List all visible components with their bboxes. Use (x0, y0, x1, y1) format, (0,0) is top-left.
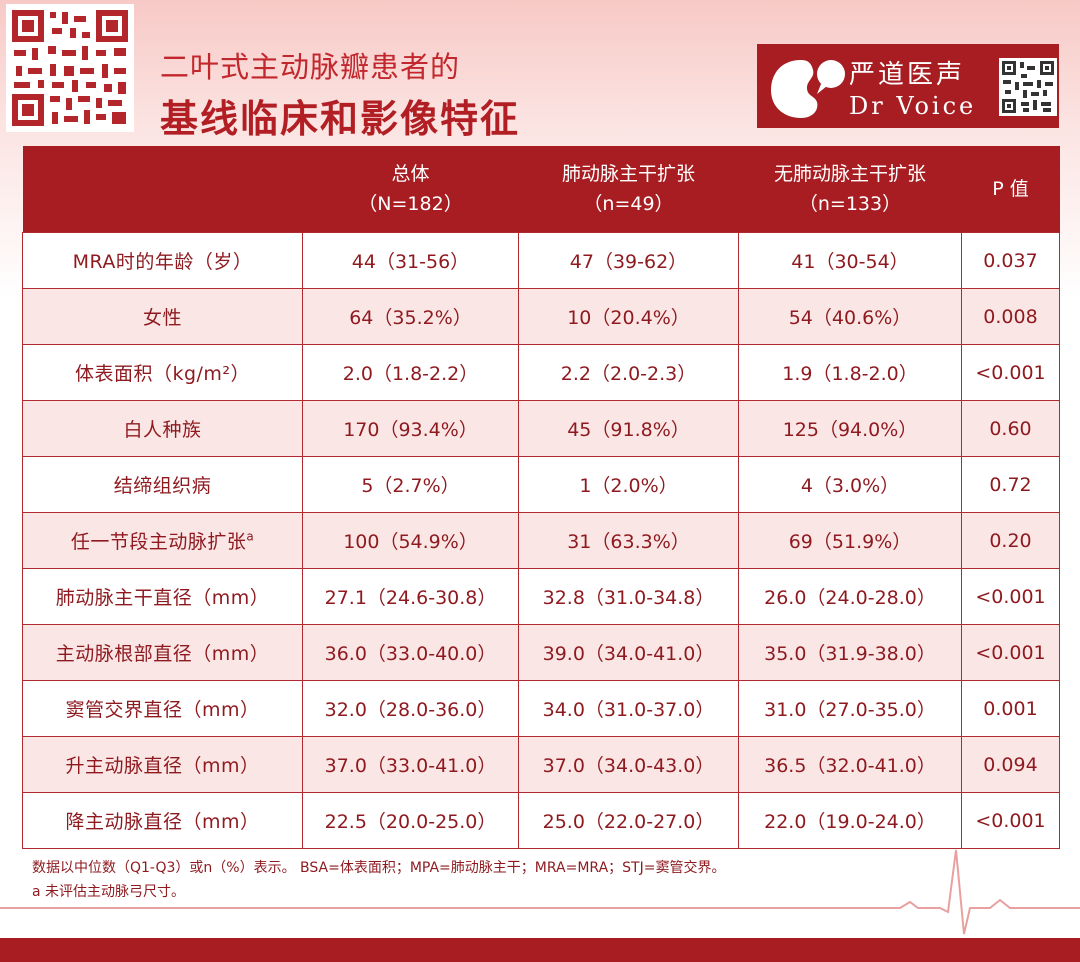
cell-overall: 100（54.9%） (302, 512, 519, 569)
cell-p-value: <0.001 (961, 344, 1060, 401)
table-row: 主动脉根部直径（mm） 36.0（33.0-40.0） 39.0（34.0-41… (22, 624, 1060, 681)
cell-dilated: 10（20.4%） (518, 288, 739, 345)
cell-overall: 36.0（33.0-40.0） (302, 624, 519, 681)
table-header-row: 总体 （N=182） 肺动脉主干扩张 （n=49） 无肺动脉主干扩张 （n=133） … (22, 146, 1060, 233)
brand-name-cn: 严道医声 (849, 60, 966, 90)
cell-p-value: <0.001 (961, 624, 1060, 681)
title-line-1: 二叶式主动脉瓣患者的 (160, 50, 461, 84)
cell-overall: 32.0（28.0-36.0） (302, 680, 519, 737)
cell-overall: 44（31-56） (302, 232, 519, 289)
row-label: 体表面积（kg/m²） (22, 344, 303, 401)
table-row: 升主动脉直径（mm） 37.0（33.0-41.0） 37.0（34.0-43.… (22, 736, 1060, 793)
cell-overall: 2.0（1.8-2.2） (302, 344, 519, 401)
cell-not-dilated: 35.0（31.9-38.0） (738, 624, 962, 681)
ecg-line-decoration (0, 849, 1080, 935)
table-row: 窦管交界直径（mm） 32.0（28.0-36.0） 34.0（31.0-37.… (22, 680, 1060, 737)
table-row: 任一节段主动脉扩张a 100（54.9%） 31（63.3%） 69（51.9%… (22, 512, 1060, 569)
cell-overall: 5（2.7%） (302, 456, 519, 513)
table-row: MRA时的年龄（岁） 44（31-56） 47（39-62） 41（30-54）… (22, 232, 1060, 289)
cell-p-value: 0.008 (961, 288, 1060, 345)
cell-overall: 37.0（33.0-41.0） (302, 736, 519, 793)
cell-dilated: 31（63.3%） (518, 512, 739, 569)
row-label: 窦管交界直径（mm） (22, 680, 303, 737)
cell-p-value: 0.037 (961, 232, 1060, 289)
cell-not-dilated: 4（3.0%） (738, 456, 962, 513)
table-row: 降主动脉直径（mm） 22.5（20.0-25.0） 25.0（22.0-27.… (22, 792, 1060, 849)
cell-not-dilated: 41（30-54） (738, 232, 962, 289)
cell-dilated: 25.0（22.0-27.0） (518, 792, 739, 849)
cell-overall: 170（93.4%） (302, 400, 519, 457)
cell-p-value: 0.001 (961, 680, 1060, 737)
cell-overall: 22.5（20.0-25.0） (302, 792, 519, 849)
table-row: 结缔组织病 5（2.7%） 1（2.0%） 4（3.0%） 0.72 (22, 456, 1060, 513)
header-cell-not-dilated: 无肺动脉主干扩张 （n=133） (738, 146, 962, 233)
cell-dilated: 2.2（2.0-2.3） (518, 344, 739, 401)
cell-p-value: <0.001 (961, 568, 1060, 625)
row-label: 主动脉根部直径（mm） (22, 624, 303, 681)
row-label: 肺动脉主干直径（mm） (22, 568, 303, 625)
cell-not-dilated: 22.0（19.0-24.0） (738, 792, 962, 849)
table-row: 体表面积（kg/m²） 2.0（1.8-2.2） 2.2（2.0-2.3） 1.… (22, 344, 1060, 401)
cell-dilated: 47（39-62） (518, 232, 739, 289)
footnote-line-2: a 未评估主动脉弓尺寸。 (32, 884, 186, 900)
brand-logo-icon (771, 60, 845, 118)
cell-not-dilated: 26.0（24.0-28.0） (738, 568, 962, 625)
cell-p-value: 0.60 (961, 400, 1060, 457)
cell-not-dilated: 31.0（27.0-35.0） (738, 680, 962, 737)
header-cell-p-value: P 值 (961, 146, 1060, 233)
row-label: 白人种族 (22, 400, 303, 457)
brand-name-en: Dr Voice (849, 92, 977, 120)
cell-dilated: 34.0（31.0-37.0） (518, 680, 739, 737)
header-cell-overall: 总体 （N=182） (302, 146, 519, 233)
cell-dilated: 39.0（34.0-41.0） (518, 624, 739, 681)
brand-banner: 严道医声 Dr Voice (757, 44, 1059, 128)
footnote-line-1: 数据以中位数（Q1-Q3）或n（%）表示。 BSA=体表面积；MPA=肺动脉主干… (32, 860, 726, 876)
row-label: 升主动脉直径（mm） (22, 736, 303, 793)
cell-not-dilated: 36.5（32.0-41.0） (738, 736, 962, 793)
qr-code-brand[interactable] (999, 58, 1057, 116)
cell-p-value: 0.094 (961, 736, 1060, 793)
row-label: 降主动脉直径（mm） (22, 792, 303, 849)
cell-not-dilated: 1.9（1.8-2.0） (738, 344, 962, 401)
cell-not-dilated: 54（40.6%） (738, 288, 962, 345)
cell-dilated: 1（2.0%） (518, 456, 739, 513)
cell-not-dilated: 125（94.0%） (738, 400, 962, 457)
cell-overall: 64（35.2%） (302, 288, 519, 345)
title-line-2: 基线临床和影像特征 (160, 97, 521, 141)
footnotes: 数据以中位数（Q1-Q3）或n（%）表示。 BSA=体表面积；MPA=肺动脉主干… (32, 856, 725, 904)
cell-p-value: <0.001 (961, 792, 1060, 849)
row-label: 女性 (22, 288, 303, 345)
cell-p-value: 0.20 (961, 512, 1060, 569)
characteristics-table: 总体 （N=182） 肺动脉主干扩张 （n=49） 无肺动脉主干扩张 （n=133） … (22, 146, 1060, 849)
qr-code-left[interactable] (6, 4, 134, 132)
row-label: MRA时的年龄（岁） (22, 232, 303, 289)
footnote-marker: a (246, 529, 255, 544)
row-label: 任一节段主动脉扩张a (22, 512, 303, 569)
header-cell-label (22, 146, 303, 233)
cell-dilated: 37.0（34.0-43.0） (518, 736, 739, 793)
cell-p-value: 0.72 (961, 456, 1060, 513)
cell-dilated: 45（91.8%） (518, 400, 739, 457)
header-cell-dilated: 肺动脉主干扩张 （n=49） (518, 146, 739, 233)
cell-overall: 27.1（24.6-30.8） (302, 568, 519, 625)
table-row: 女性 64（35.2%） 10（20.4%） 54（40.6%） 0.008 (22, 288, 1060, 345)
table-row: 白人种族 170（93.4%） 45（91.8%） 125（94.0%） 0.6… (22, 400, 1060, 457)
bottom-bar (0, 938, 1080, 962)
table-row: 肺动脉主干直径（mm） 27.1（24.6-30.8） 32.8（31.0-34… (22, 568, 1060, 625)
cell-dilated: 32.8（31.0-34.8） (518, 568, 739, 625)
row-label: 结缔组织病 (22, 456, 303, 513)
cell-not-dilated: 69（51.9%） (738, 512, 962, 569)
